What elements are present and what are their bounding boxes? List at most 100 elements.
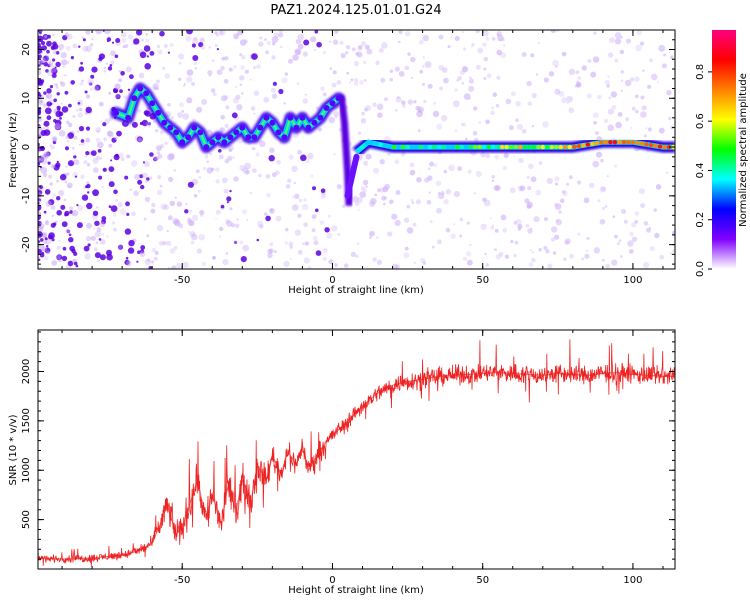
noise-speckle (218, 30, 224, 36)
noise-speckle (38, 59, 41, 63)
noise-speckle (355, 52, 359, 56)
noise-speckle (71, 146, 75, 150)
carrier-sample (603, 140, 609, 145)
noise-speckle (110, 50, 116, 56)
noise-speckle (138, 72, 145, 79)
noise-speckle (99, 239, 106, 245)
ridge-point (215, 134, 222, 141)
noise-speckle (514, 240, 519, 245)
noise-speckle (215, 209, 221, 215)
ridge-point (329, 100, 336, 107)
noise-speckle (398, 71, 405, 77)
noise-speckle (242, 244, 249, 252)
noise-speckle (594, 130, 600, 136)
noise-speckle (627, 240, 634, 247)
noise-speckle (310, 36, 317, 43)
noise-speckle (649, 58, 653, 63)
noise-speckle (583, 197, 590, 204)
noise-speckle (375, 60, 380, 66)
noise-speckle (101, 219, 106, 225)
noise-speckle (391, 213, 398, 220)
noise-speckle (566, 96, 573, 103)
noise-speckle (115, 153, 119, 158)
noise-speckle (394, 219, 401, 226)
noise-speckle (55, 51, 60, 55)
noise-speckle (648, 227, 652, 230)
noise-speckle (139, 251, 146, 258)
noise-speckle (517, 227, 522, 231)
noise-speckle (39, 30, 43, 33)
noise-speckle (191, 43, 196, 48)
noise-speckle (531, 93, 537, 99)
noise-speckle (653, 208, 657, 212)
noise-speckle (353, 77, 359, 83)
noise-speckle (607, 75, 610, 78)
snr-xlabel: Height of straight line (km) (288, 585, 424, 596)
noise-speckle (112, 213, 117, 217)
ridge-point (293, 124, 300, 131)
noise-speckle (72, 43, 77, 49)
noise-speckle (561, 190, 566, 194)
noise-speckle (139, 51, 147, 59)
spectrogram-ticks: -50 0 50 100 -20 -10 0 10 20 (21, 29, 675, 286)
noise-speckle (46, 101, 52, 107)
noise-speckle (146, 258, 151, 262)
noise-speckle (38, 69, 42, 76)
noise-speckle (313, 240, 319, 246)
noise-speckle (40, 238, 44, 242)
noise-speckle (659, 254, 665, 260)
noise-speckle (76, 130, 80, 133)
noise-speckle (606, 84, 610, 88)
noise-speckle (547, 263, 553, 269)
noise-speckle (394, 108, 398, 112)
noise-speckle (39, 99, 44, 103)
noise-speckle (469, 244, 472, 247)
noise-speckle (500, 214, 507, 221)
noise-speckle (117, 244, 124, 250)
x-tick-label: 0 (329, 275, 335, 286)
ridge-point (245, 134, 252, 141)
noise-speckle (91, 66, 98, 73)
noise-speckle (307, 266, 312, 269)
noise-speckle (228, 148, 233, 152)
noise-speckle (319, 220, 325, 225)
noise-speckle (492, 224, 495, 227)
noise-speckle (242, 167, 249, 174)
noise-speckle (529, 249, 532, 252)
noise-speckle (372, 257, 377, 262)
carrier-sample (648, 142, 654, 148)
noise-speckle (99, 254, 106, 261)
noise-speckle (71, 212, 75, 216)
noise-speckle (256, 64, 261, 70)
noise-speckle (334, 263, 338, 267)
noise-speckle (554, 176, 560, 182)
noise-speckle (666, 89, 672, 96)
noise-speckle (515, 219, 522, 226)
noise-speckle (173, 168, 177, 172)
noise-speckle (361, 111, 365, 116)
noise-speckle (149, 51, 155, 56)
noise-speckle (623, 219, 628, 224)
spectrogram-panel: -50 0 50 100 -20 -10 0 10 20 Height of straight … (8, 29, 676, 296)
carrier-sample (364, 141, 370, 146)
noise-speckle (38, 266, 43, 269)
noise-speckle (628, 249, 634, 254)
ridge-point (209, 139, 216, 146)
noise-speckle (239, 240, 244, 245)
noise-speckle (163, 43, 168, 49)
noise-speckle (46, 69, 54, 77)
noise-speckle (366, 48, 373, 55)
noise-speckle (518, 157, 524, 163)
noise-speckle (500, 52, 506, 59)
noise-speckle (87, 79, 94, 86)
noise-speckle (185, 203, 188, 206)
noise-speckle (642, 69, 645, 72)
noise-speckle (139, 174, 144, 179)
y-tick-label: 500 (21, 510, 32, 529)
noise-speckle (376, 188, 381, 193)
noise-speckle (497, 33, 500, 36)
carrier-sample (644, 142, 649, 147)
noise-speckle (587, 58, 592, 63)
noise-speckle (475, 30, 480, 34)
carrier-sample (536, 144, 541, 150)
